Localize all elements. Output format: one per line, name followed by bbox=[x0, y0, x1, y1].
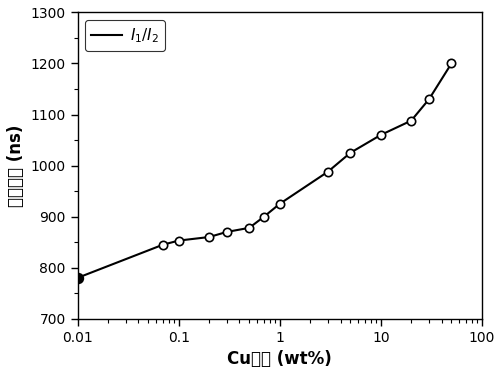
Legend: $\mathit{I}_1/\mathit{I}_2$: $\mathit{I}_1/\mathit{I}_2$ bbox=[85, 20, 164, 51]
Y-axis label: 最佳延迟 (ns): 最佳延迟 (ns) bbox=[7, 124, 25, 207]
X-axis label: Cu含量 (wt%): Cu含量 (wt%) bbox=[227, 350, 332, 368]
